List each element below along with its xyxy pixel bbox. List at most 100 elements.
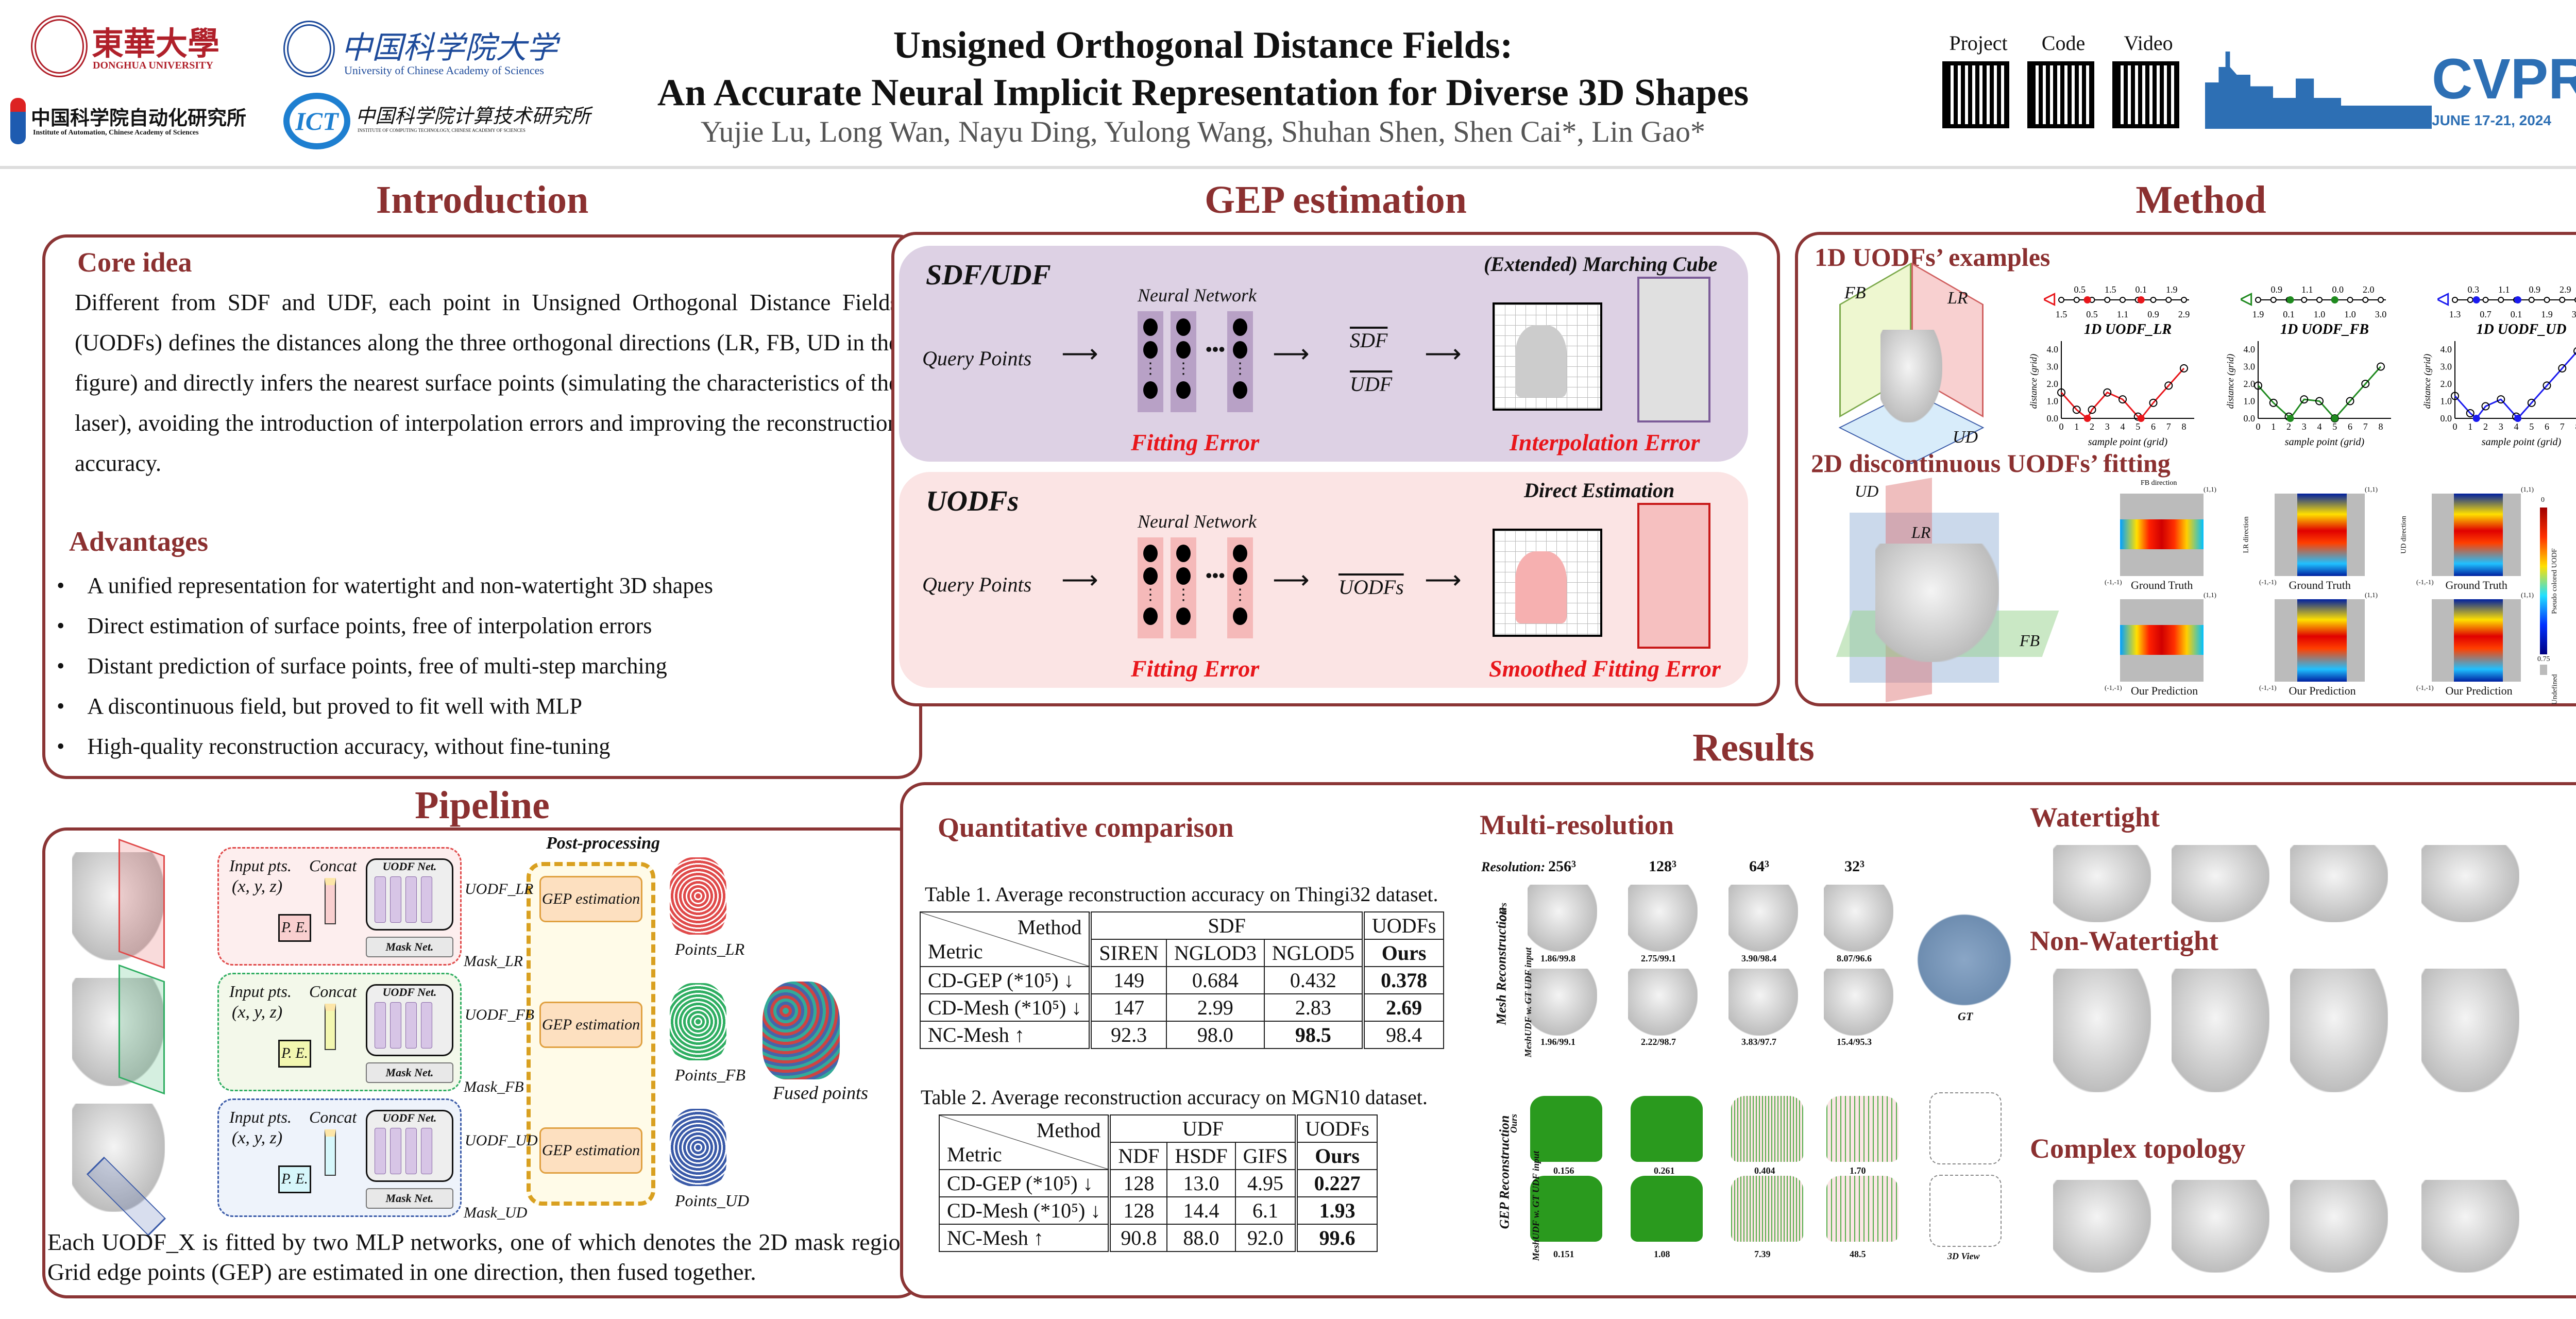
results-table2-rows-0-v-2: 4.95 xyxy=(1234,1169,1297,1197)
decoration xyxy=(1143,341,1158,359)
top-label: 0.5 xyxy=(2074,284,2086,295)
decoration: Method Metric SDF UODFs SIREN NGLOD3 NGLOD5 O… xyxy=(919,911,1445,1049)
header-qr-labels-2: Video xyxy=(2124,31,2173,55)
results-table1-method: Method xyxy=(1017,916,1082,939)
top-label: 1.1 xyxy=(2301,284,2313,295)
qr-project[interactable]: Project xyxy=(1942,31,2014,128)
qr-code[interactable]: Code xyxy=(2027,31,2099,128)
bottom-label: 0.5 xyxy=(2086,309,2098,319)
y-axis-label: distance (grid) xyxy=(2422,354,2433,409)
results-multires-mesh-group: Mesh Reconstruction xyxy=(1494,907,1509,1025)
decoration: SIREN NGLOD3 NGLOD5 Ours xyxy=(920,939,1445,967)
sample-point xyxy=(2362,297,2369,303)
data-point xyxy=(2300,395,2309,404)
uodf-output-label: UODF_FB xyxy=(465,1006,534,1023)
method-heatmaps-corner-hi: (1,1) xyxy=(2204,485,2216,493)
results-table1-group1: SDF xyxy=(1089,911,1364,940)
top-label: 0.9 xyxy=(2270,284,2282,295)
results-table2-rows-0-v-0: 128 xyxy=(1108,1169,1168,1197)
bottom-label: 1.1 xyxy=(2117,309,2129,319)
pipeline-rows-0-coords: (x, y, z) xyxy=(232,877,283,896)
gep-sdf-out1: SDF xyxy=(1350,329,1388,352)
heatmap-gt xyxy=(2432,494,2521,576)
uodf-1d-charts: ᐊ 0.5 1.5 0.1 1.9 1.5 0.5 1.1 0.9 2.9 1D UODF_LR 0.… xyxy=(2028,284,2576,448)
header-conference-location: SEATTLE, WA xyxy=(2329,112,2425,128)
decoration: ⋮ xyxy=(1227,311,1253,412)
decoration: Method Metric UDF UODFs NDF HSDF GIFS Ours CD… xyxy=(938,1114,1378,1252)
gep-points xyxy=(1731,1176,1803,1242)
top-label: 0.3 xyxy=(2467,284,2479,295)
decoration xyxy=(405,1128,417,1174)
results-table2-cols-1: HSDF xyxy=(1166,1142,1236,1170)
decoration: NDF HSDF GIFS Ours xyxy=(939,1142,1378,1170)
decoration xyxy=(405,1002,417,1049)
pipeline-rows-1-concat: Concat xyxy=(309,982,357,1001)
header-conference-name: CVPR xyxy=(2432,47,2576,111)
pipeline-rows-0-concat: Concat xyxy=(309,856,357,875)
results-table1-rows-1-v-0: 147 xyxy=(1089,993,1167,1022)
table1: Table 1. Average reconstruction accuracy… xyxy=(919,882,1445,1049)
introduction-advantages-3: A discontinuous field, but proved to fit… xyxy=(87,694,583,719)
watertight-mesh xyxy=(2172,845,2269,922)
results-table2-group1: UDF xyxy=(1108,1114,1297,1143)
decoration xyxy=(1143,607,1158,625)
concat-bar xyxy=(325,878,336,924)
header-conference-dates: JUNE 17-21, 2024 xyxy=(2432,112,2551,128)
logo-ict: ICT 中国科学院计算技术研究所 INSTITUTE OF COMPUTING … xyxy=(283,93,590,155)
results-table1-rows-1-v-3: 2.69 xyxy=(1361,993,1445,1022)
logo-ucas: 中国科学院大学 University of Chinese Academy of… xyxy=(283,21,572,82)
method-heatmaps-corner-hi: (1,1) xyxy=(2204,591,2216,599)
resolution-label: 64³ xyxy=(1749,858,1769,875)
data-point xyxy=(2481,402,2490,411)
x-tick: 4 xyxy=(2317,421,2322,432)
gep-points xyxy=(1631,1176,1703,1242)
introduction-title: Introduction xyxy=(376,178,589,222)
header-logos-3-en: INSTITUTE OF COMPUTING TECHNOLOGY, CHINE… xyxy=(358,128,526,133)
results-table2-rows-1-v-0: 128 xyxy=(1108,1196,1168,1225)
results-table1-cols-1: NGLOD3 xyxy=(1165,939,1265,967)
method-heatmaps-pred: Our Prediction xyxy=(2289,684,2356,697)
multires-heading: Multi-resolution xyxy=(1480,809,1674,840)
sampling-plane xyxy=(118,964,165,1095)
decoration xyxy=(1233,607,1247,625)
results-table1-rows-0-v-2: 0.432 xyxy=(1263,966,1364,994)
x-tick: 8 xyxy=(2182,421,2187,432)
table-caption: Table 2. Average reconstruction accuracy… xyxy=(921,1086,1428,1109)
table-caption: Table 1. Average reconstruction accuracy… xyxy=(925,883,1438,906)
second-error-label: Interpolation Error xyxy=(1510,429,1700,455)
watertight-heading: Watertight xyxy=(2030,802,2160,833)
advantages-list: • A unified representation for watertigh… xyxy=(57,566,713,767)
results-table2-rows-1-m: CD-Mesh (*10⁵) ↓ xyxy=(938,1196,1110,1225)
header: 東華大學 DONGHUA UNIVERSITY 中国科学院大学 Universi… xyxy=(0,0,2576,165)
advantages-heading: Advantages xyxy=(69,526,209,557)
colorbar-label: Pseudo colored UODF xyxy=(2550,548,2558,614)
header-divider xyxy=(0,166,2576,169)
bottom-label: 1.3 xyxy=(2449,309,2461,319)
decoration: ⋮ xyxy=(1143,586,1158,603)
decoration xyxy=(1880,330,1942,422)
header-logos-0-en: DONGHUA UNIVERSITY xyxy=(93,60,213,71)
method-heatmaps-gt: Ground Truth xyxy=(2289,579,2351,591)
method-fig-labels-fb: FB xyxy=(2020,631,2040,650)
sample-point xyxy=(2316,297,2323,303)
y-tick: 4.0 xyxy=(2441,344,2452,354)
table-row: CD-Mesh (*10⁵) ↓ 147 2.99 2.83 2.69 xyxy=(919,993,1445,1022)
sample-point xyxy=(2181,297,2187,303)
decoration xyxy=(390,876,401,923)
surface-point xyxy=(2514,415,2521,422)
data-point xyxy=(2346,397,2354,405)
x-tick: 2 xyxy=(2090,421,2094,432)
results-table2-rows-2-m: NC-Mesh ↑ xyxy=(938,1224,1110,1252)
method-heatmaps-gt: Ground Truth xyxy=(2445,579,2507,591)
results-multires-mesh-ours-2: 3.90/98.4 xyxy=(1741,953,1777,963)
results-multires-meshudf: MeshUDF w. GT UDF input xyxy=(1523,947,1534,1058)
decoration xyxy=(2297,494,2347,576)
points-label: Points_LR xyxy=(675,940,745,958)
qr-video[interactable]: Video xyxy=(2112,31,2184,128)
decoration: Method Metric SDF UODFs SIREN NGLOD3 NGLOD5 O… xyxy=(919,911,1445,1049)
decoration: ⋮ xyxy=(1138,537,1163,638)
method-heatmaps-corner-hi: (1,1) xyxy=(2365,591,2378,599)
decoration: ⋮ xyxy=(1232,360,1248,377)
heatmap-gt xyxy=(2275,494,2365,576)
results-table2-rows-0-v-3: 0.227 xyxy=(1295,1169,1378,1197)
